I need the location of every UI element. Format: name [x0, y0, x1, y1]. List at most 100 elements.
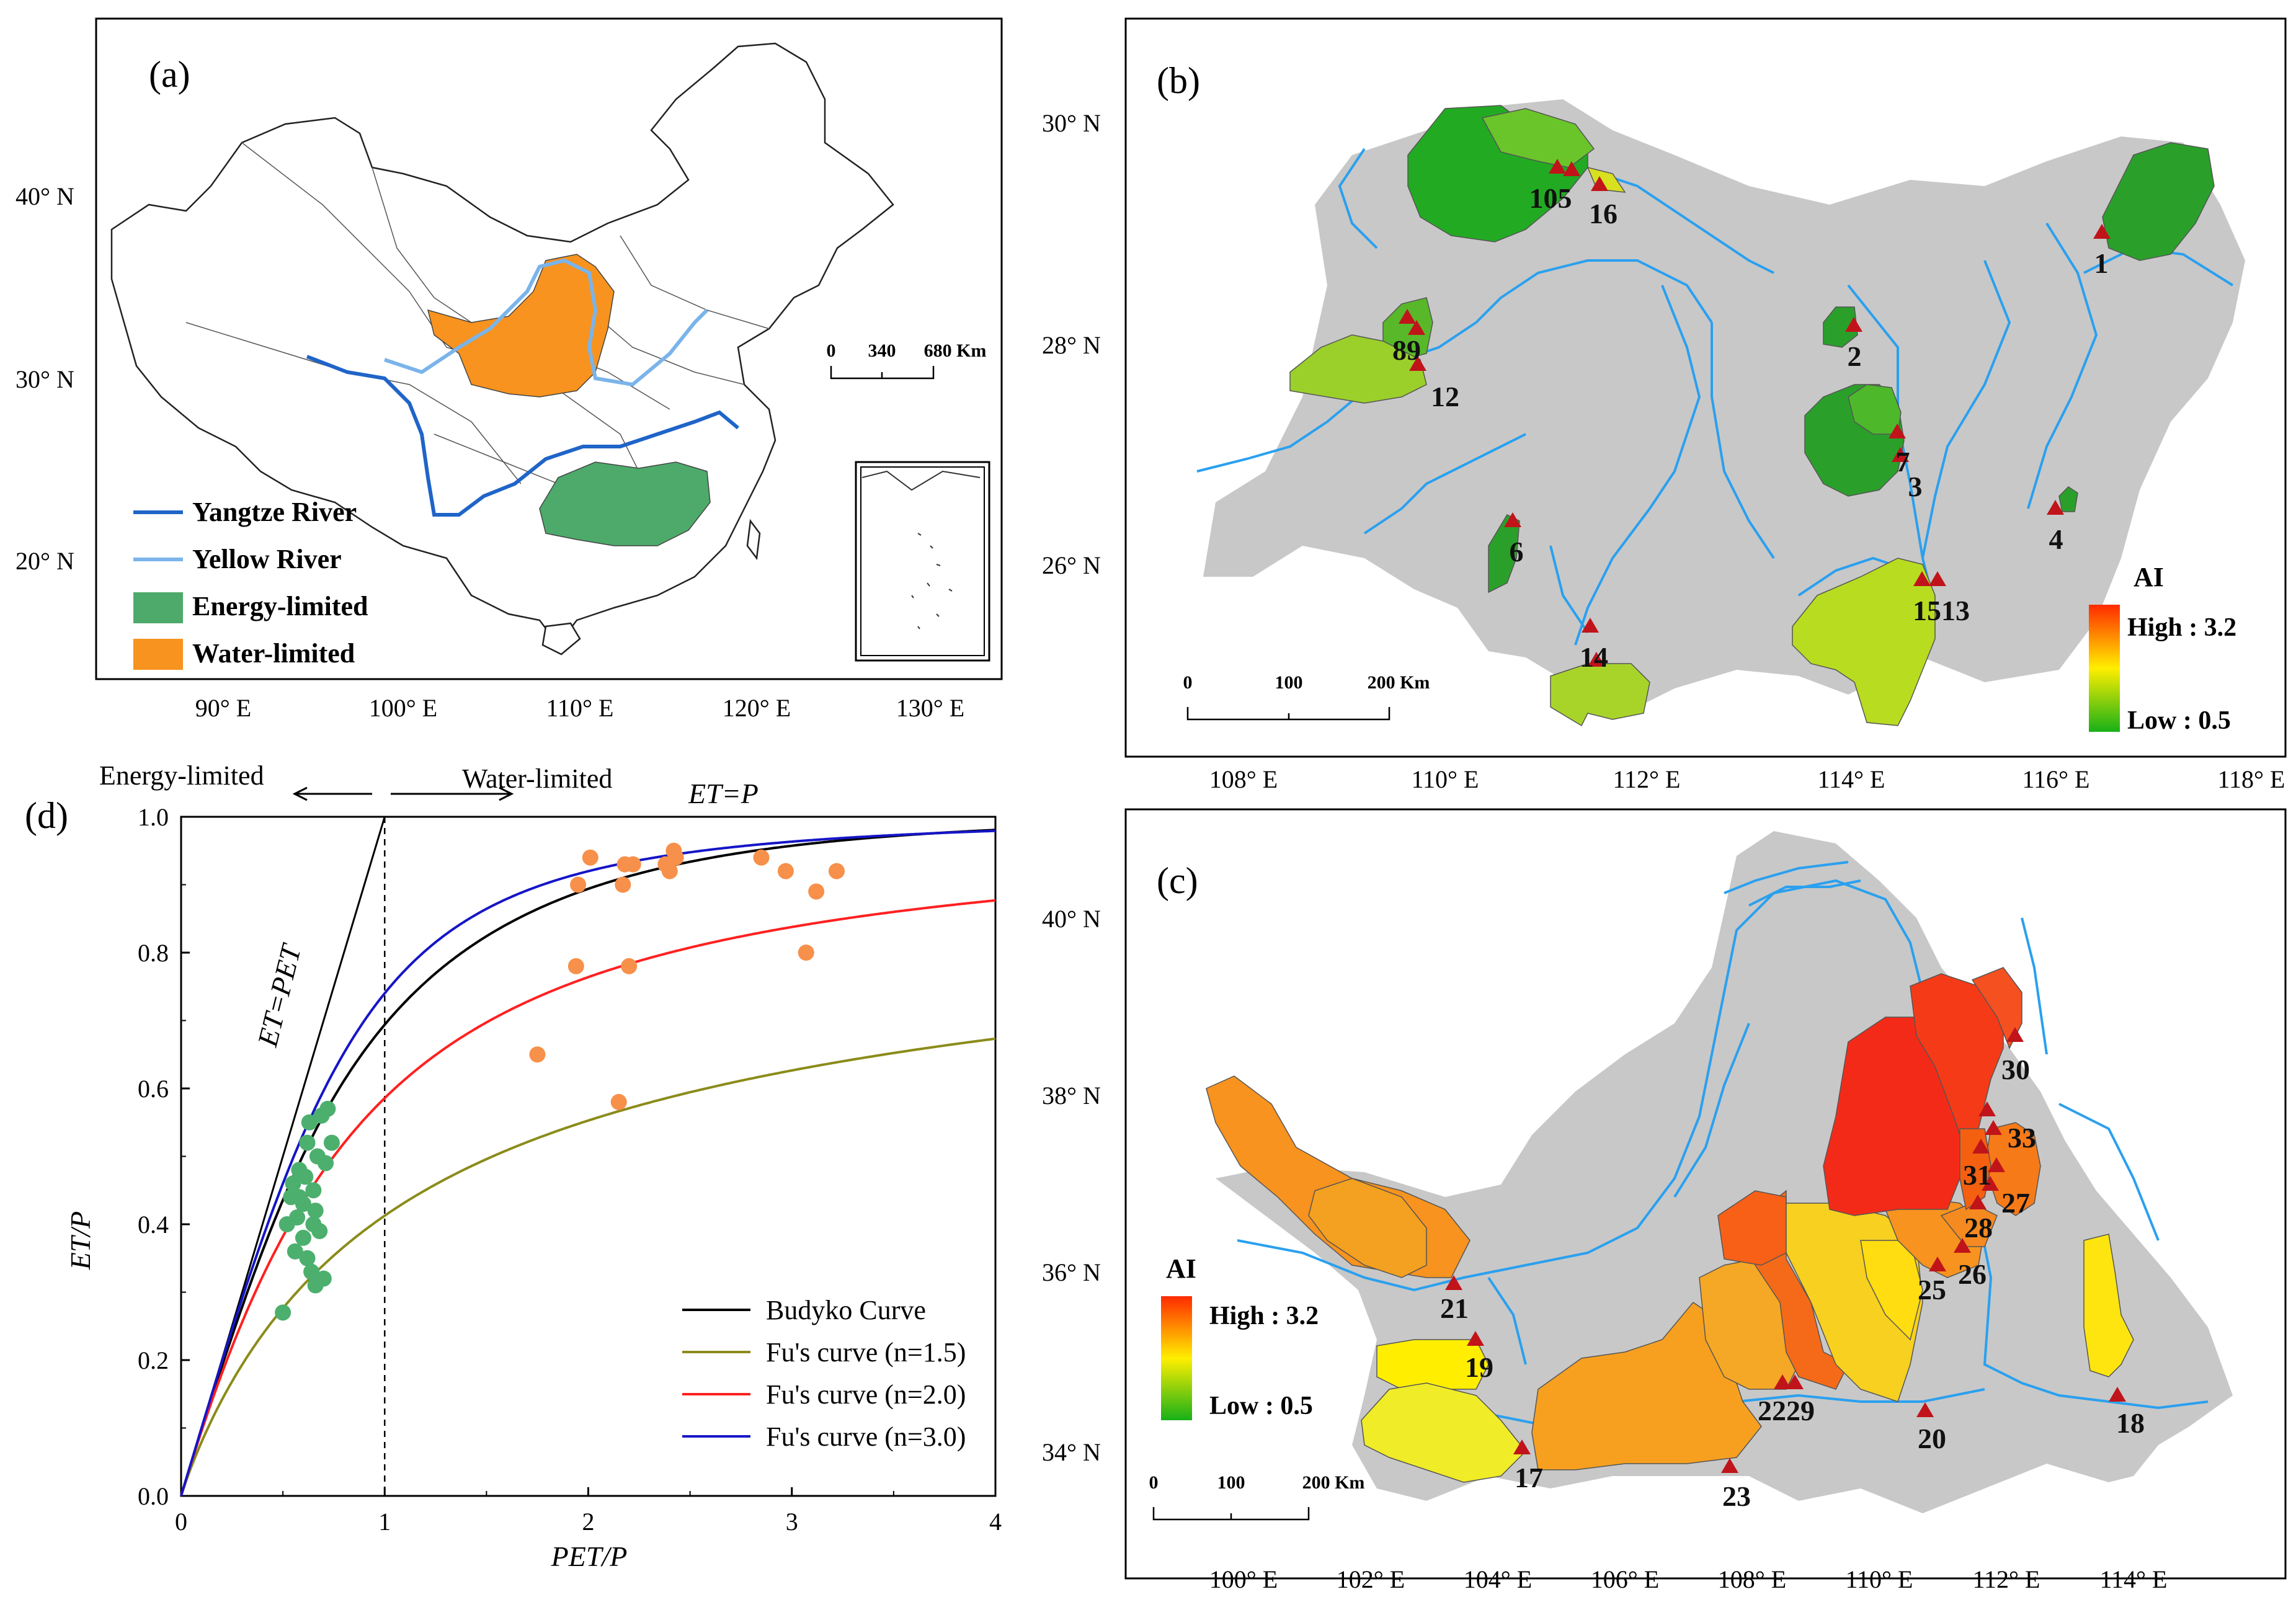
water-limited-point — [661, 863, 678, 879]
water-limited-point — [828, 863, 845, 879]
catchment-1513 — [1792, 558, 1936, 726]
site-label-89: 89 — [1392, 334, 1421, 366]
lat-tick-28n: 28° N — [1042, 331, 1101, 359]
site-label-1: 1 — [2094, 247, 2109, 279]
energy-limited-point — [305, 1182, 322, 1199]
panel-b-label: (b) — [1157, 60, 1200, 101]
catchment-12 — [1289, 334, 1427, 404]
site-label-25: 25 — [1918, 1274, 1946, 1306]
lat-tick-26n: 26° N — [1042, 551, 1101, 579]
water-limited-point — [582, 849, 598, 866]
legend-fu20: Fu's curve (n=2.0) — [766, 1379, 966, 1410]
catchment-4 — [2058, 486, 2078, 512]
svg-text:40° N: 40° N — [1042, 905, 1101, 933]
site-label-3: 3 — [1908, 471, 1923, 502]
energy-arrow — [292, 786, 372, 801]
legend-yangtze: Yangtze River — [192, 497, 357, 527]
energy-limited-point — [295, 1229, 311, 1246]
svg-text:112° E: 112° E — [1973, 1565, 2040, 1593]
water-limited-point — [529, 1046, 546, 1063]
catchment-21-sub — [1308, 1178, 1427, 1278]
site-label-28: 28 — [1964, 1212, 1993, 1243]
energy-limited-point — [275, 1304, 291, 1321]
site-label-14: 14 — [1580, 641, 1608, 673]
x-tick-label: 4 — [989, 1508, 1002, 1536]
water-limited-point — [808, 883, 825, 900]
svg-text:102° E: 102° E — [1337, 1565, 1405, 1593]
svg-text:104° E: 104° E — [1464, 1565, 1532, 1593]
lon-tick-100: 100° E — [369, 694, 437, 722]
panel-b-scale-bar: 0 100 200 Km — [1183, 672, 1430, 721]
energy-limited-point — [297, 1168, 314, 1185]
et-p-annotation: ET=P — [688, 778, 759, 809]
lat-tick-20: 20° N — [16, 547, 74, 575]
y-tick-label: 1.0 — [138, 803, 169, 831]
legend-fu15: Fu's curve (n=1.5) — [766, 1337, 966, 1368]
energy-limited-point — [299, 1134, 316, 1151]
lat-tick-40: 40° N — [16, 182, 74, 210]
water-limited-annotation: Water-limited — [462, 763, 612, 794]
svg-text:200 Km: 200 Km — [1302, 1472, 1365, 1493]
lon-tick-110: 110° E — [546, 694, 614, 722]
site-label-12: 12 — [1431, 381, 1459, 412]
site-label-105: 105 — [1529, 182, 1572, 214]
et-pet-annotation: ET=PET — [251, 940, 308, 1050]
yangtze-basin-gray — [1203, 99, 2245, 713]
svg-text:200 Km: 200 Km — [1368, 672, 1430, 693]
x-tick-label: 3 — [786, 1508, 798, 1536]
svg-text:106° E: 106° E — [1591, 1565, 1659, 1593]
site-label-21: 21 — [1440, 1292, 1469, 1324]
x-tick-label: 2 — [582, 1508, 595, 1536]
panel-c-label: (c) — [1157, 860, 1198, 901]
svg-text:110° E: 110° E — [1412, 765, 1479, 793]
site-label-6: 6 — [1510, 536, 1524, 567]
legend-water: Water-limited — [192, 638, 355, 669]
panel-a-label: (a) — [149, 54, 190, 95]
lat-tick-30n: 30° N — [1042, 109, 1101, 137]
svg-text:36° N: 36° N — [1042, 1258, 1101, 1286]
lon-tick-120: 120° E — [723, 694, 791, 722]
svg-text:108° E: 108° E — [1209, 765, 1278, 793]
water-limited-point — [610, 1093, 627, 1110]
hainan-island — [541, 622, 581, 656]
svg-text:Low : 0.5: Low : 0.5 — [1209, 1392, 1313, 1420]
svg-text:100: 100 — [1275, 672, 1303, 693]
svg-text:38° N: 38° N — [1042, 1082, 1101, 1110]
catchment-30 — [1910, 973, 2004, 1155]
y-tick-label: 0.4 — [138, 1211, 169, 1239]
site-label-27: 27 — [2001, 1187, 2030, 1219]
svg-text:AI: AI — [1166, 1253, 1196, 1284]
panel-c-scale-bar: 0 100 200 Km — [1149, 1472, 1365, 1521]
site-label-33: 33 — [2008, 1122, 2036, 1154]
energy-limited-point — [303, 1263, 320, 1280]
chart-legend: Budyko Curve Fu's curve (n=1.5) Fu's cur… — [682, 1295, 966, 1452]
energy-limited-point — [315, 1270, 332, 1287]
water-limited-point — [667, 849, 684, 866]
water-limited-point — [621, 958, 638, 974]
site-label-23: 23 — [1722, 1480, 1751, 1512]
svg-text:AI: AI — [2134, 562, 2164, 592]
energy-limited-point — [307, 1203, 324, 1219]
chart-points — [275, 842, 845, 1321]
panel-b: 105 16 1 89 12 2 7 3 6 4 1513 14 30° N 2… — [1042, 17, 2287, 793]
y-tick-label: 0.6 — [138, 1075, 169, 1103]
site-label-1513: 1513 — [1913, 595, 1970, 626]
y-tick-label: 0.8 — [138, 939, 169, 967]
scale-bar: 0 340 680 Km — [827, 340, 986, 380]
panel-c-gauges — [1445, 1027, 2126, 1473]
taiwan-island — [746, 518, 761, 561]
yellow-river — [384, 258, 709, 387]
svg-text:Low : 0.5: Low : 0.5 — [2127, 706, 2231, 735]
water-limited-region — [427, 254, 615, 398]
svg-text:0: 0 — [827, 340, 836, 361]
svg-text:112° E: 112° E — [1613, 765, 1681, 793]
panel-a-legend: Yangtze River Yellow River Energy-limite… — [133, 497, 368, 670]
budyko-curve — [180, 829, 996, 1497]
energy-limited-point — [299, 1250, 316, 1266]
catchment-14 — [1550, 663, 1650, 727]
y-tick-label: 0.0 — [138, 1482, 169, 1510]
site-label-18: 18 — [2116, 1407, 2145, 1439]
legend-fu30: Fu's curve (n=3.0) — [766, 1421, 966, 1452]
lon-tick-130: 130° E — [896, 694, 964, 722]
y-axis-label: ET/P — [65, 1211, 96, 1271]
